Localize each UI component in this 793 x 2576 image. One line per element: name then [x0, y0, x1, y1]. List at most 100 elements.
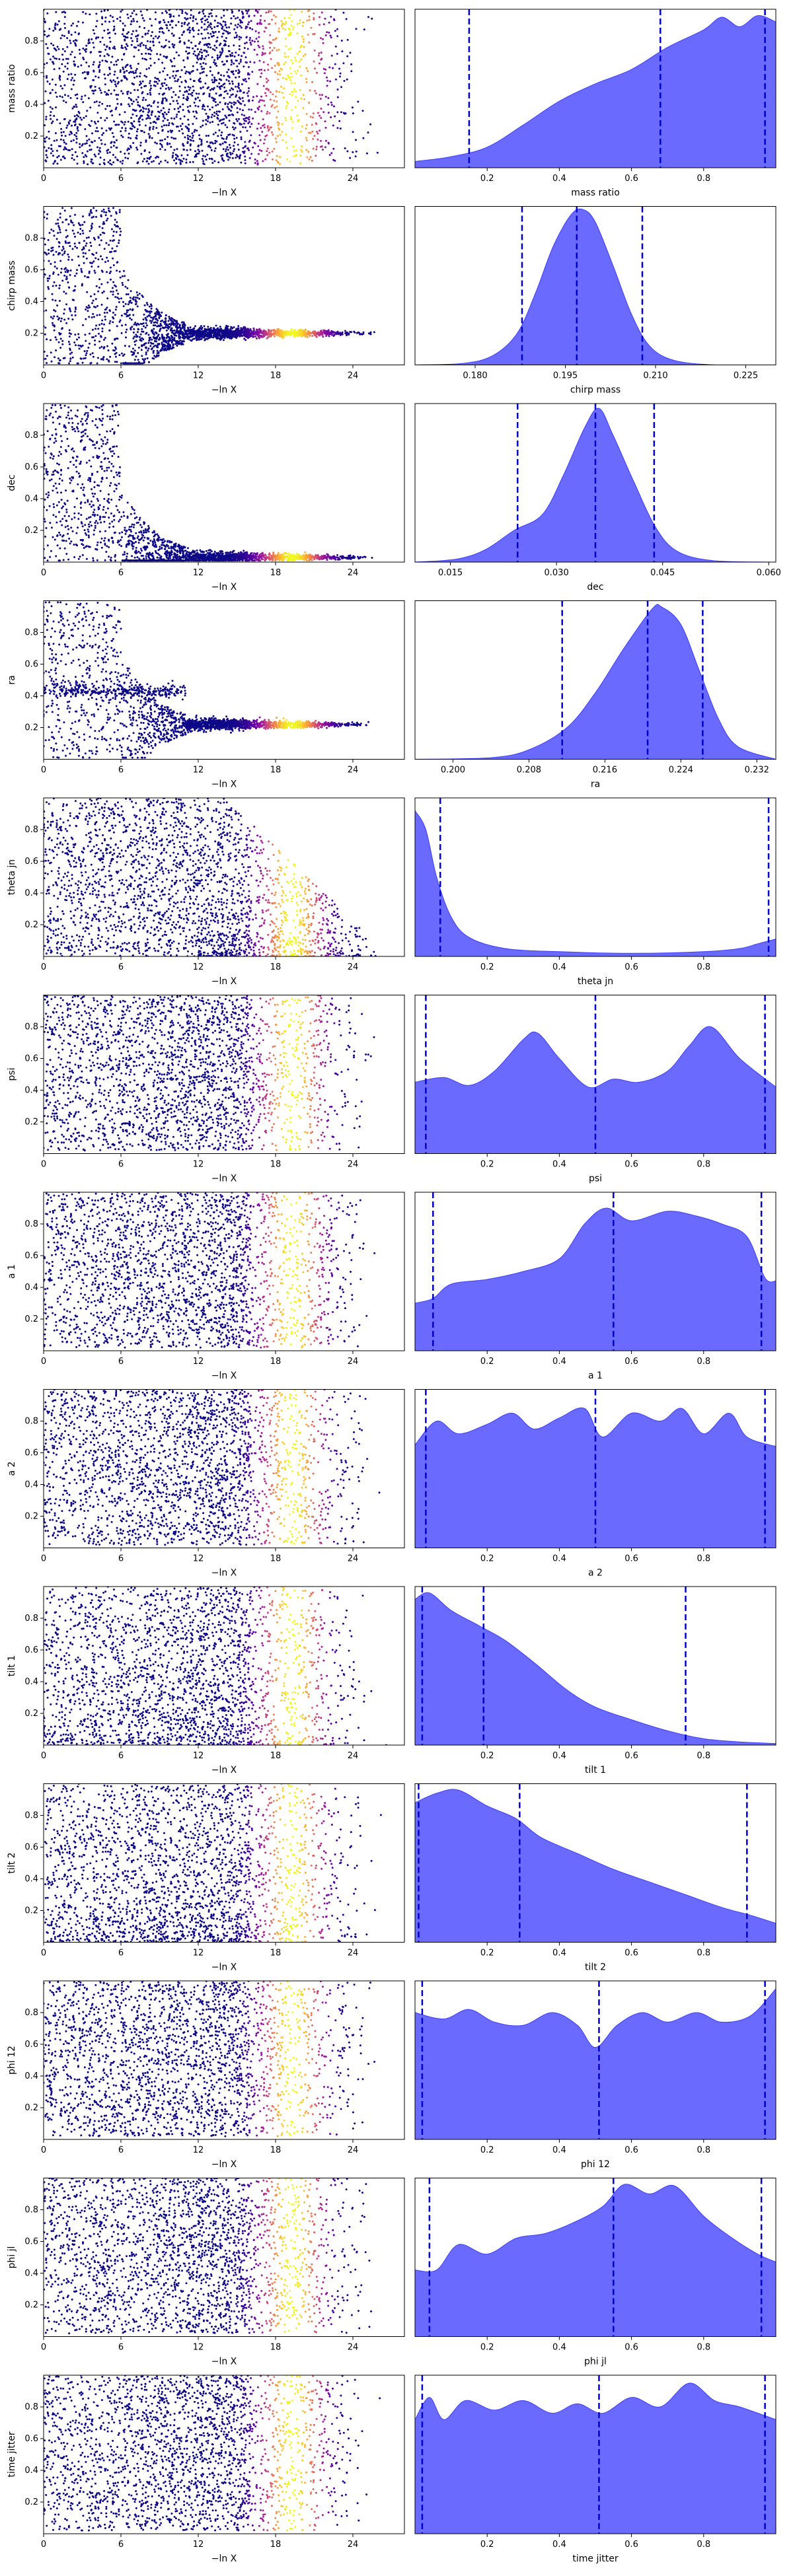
scatter-point — [149, 320, 151, 322]
scatter-point — [170, 347, 172, 350]
scatter-point — [109, 40, 112, 43]
scatter-point — [245, 42, 248, 44]
scatter-point — [231, 126, 234, 129]
scatter-point — [66, 37, 69, 40]
scatter-point — [243, 122, 245, 125]
scatter-point — [114, 48, 116, 50]
scatter-point — [136, 149, 139, 151]
scatter-point — [117, 424, 120, 427]
scatter-point — [165, 87, 167, 90]
scatter-point — [132, 142, 135, 144]
scatter-point — [44, 333, 46, 336]
scatter-point — [52, 29, 55, 32]
scatter-point — [159, 71, 161, 74]
scatter-point — [63, 291, 65, 293]
scatter-point — [246, 48, 249, 50]
scatter-point — [248, 116, 250, 118]
scatter-point — [204, 155, 207, 158]
scatter-point — [88, 65, 91, 67]
scatter-point — [210, 9, 213, 11]
scatter-point — [90, 209, 93, 211]
scatter-point — [165, 84, 168, 87]
scatter-point — [166, 11, 168, 14]
scatter-point — [50, 147, 53, 150]
scatter-point — [176, 155, 179, 158]
scatter-point — [123, 71, 126, 74]
scatter-point — [123, 35, 126, 38]
scatter-point — [96, 497, 98, 500]
scatter-point — [305, 67, 308, 69]
scatter-point — [300, 149, 303, 151]
scatter-point — [241, 332, 243, 334]
scatter-point — [200, 26, 203, 29]
x-tick-label: 0.225 — [734, 371, 758, 381]
scatter-point — [113, 120, 116, 123]
scatter-point — [188, 130, 190, 132]
scatter-point — [254, 333, 257, 336]
scatter-point — [145, 141, 147, 143]
scatter-point — [99, 40, 102, 43]
scatter-point — [99, 51, 102, 54]
scatter-point — [280, 85, 282, 88]
scatter-point — [101, 423, 104, 426]
scatter-point — [45, 118, 48, 121]
scatter-point — [44, 140, 47, 143]
scatter-point — [237, 155, 239, 158]
scatter-point — [178, 340, 180, 343]
scatter-point — [124, 75, 126, 77]
scatter-point — [314, 332, 317, 334]
scatter-point — [376, 151, 379, 154]
scatter-point — [235, 94, 238, 96]
scatter-point — [215, 104, 217, 107]
scatter-point — [92, 355, 94, 358]
scatter-point — [113, 250, 116, 252]
scatter-point — [122, 136, 124, 138]
scatter-point — [50, 229, 53, 231]
scatter-point — [233, 150, 235, 153]
scatter-point — [106, 117, 108, 120]
scatter-point — [47, 100, 50, 102]
scatter-point — [121, 275, 124, 277]
scatter-point — [192, 89, 195, 92]
scatter-point — [349, 157, 352, 159]
scatter-point — [122, 22, 124, 24]
scatter-point — [161, 347, 163, 349]
scatter-point — [160, 109, 163, 112]
scatter-point — [106, 217, 109, 220]
scatter-point — [106, 256, 108, 259]
scatter-point — [103, 312, 106, 314]
scatter-point — [274, 106, 276, 109]
scatter-point — [233, 62, 235, 65]
scatter-point — [204, 339, 206, 341]
scatter-point — [254, 111, 256, 113]
scatter-point — [224, 330, 227, 332]
scatter-point — [88, 536, 90, 538]
scatter-point — [137, 104, 139, 106]
scatter-point — [135, 13, 137, 16]
scatter-point — [245, 61, 248, 64]
scatter-point — [104, 143, 106, 146]
scatter-point — [100, 445, 103, 448]
scatter-point — [222, 333, 225, 336]
scatter-point — [292, 26, 295, 28]
scatter-point — [194, 98, 197, 100]
scatter-point — [83, 246, 85, 248]
scatter-point — [155, 315, 157, 318]
scatter-point — [44, 63, 46, 65]
scatter-point — [59, 122, 61, 125]
scatter-point — [137, 101, 139, 104]
scatter-point — [170, 60, 173, 63]
scatter-point — [161, 311, 163, 314]
scatter-point — [130, 137, 132, 139]
scatter-point — [85, 48, 88, 50]
scatter-point — [165, 329, 168, 332]
scatter-point — [124, 275, 126, 277]
scatter-point — [130, 513, 132, 515]
scatter-point — [61, 11, 63, 14]
scatter-point — [130, 351, 133, 353]
scatter-point — [236, 65, 239, 67]
scatter-point — [225, 324, 228, 327]
scatter-point — [198, 150, 201, 153]
scatter-point — [247, 72, 249, 75]
scatter-point — [141, 99, 144, 101]
